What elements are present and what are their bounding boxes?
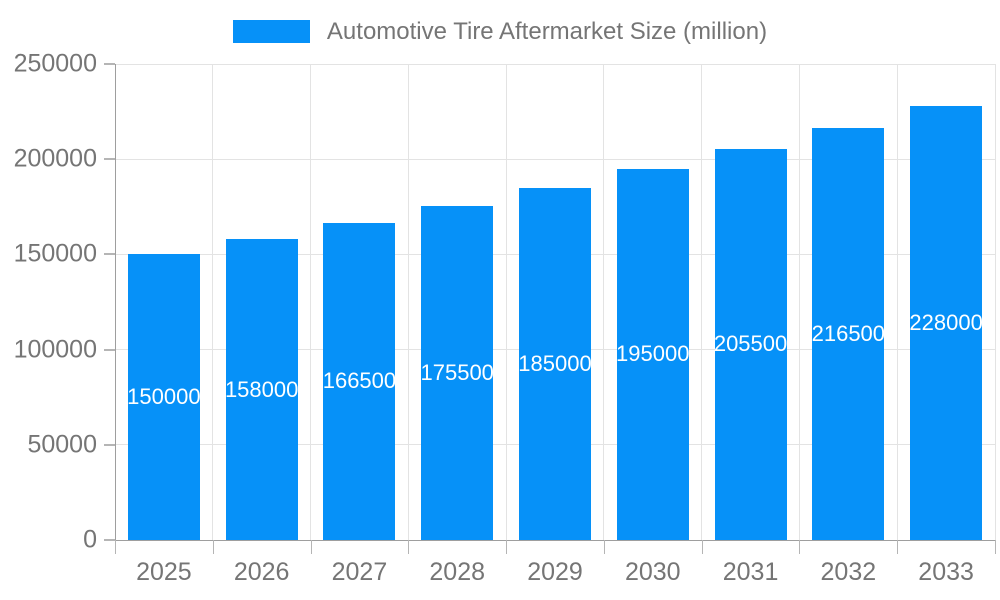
- bar-value-label: 228000: [909, 309, 983, 335]
- gridline-horizontal: [115, 158, 995, 160]
- y-axis-label: 50000: [27, 430, 97, 459]
- y-axis-tick: [104, 539, 115, 541]
- gridline-vertical: [407, 64, 409, 540]
- x-axis-label-2025: 2025: [136, 558, 192, 586]
- y-axis-label: 0: [83, 525, 97, 554]
- x-axis-label-2033: 2033: [918, 558, 974, 586]
- bar-2026[interactable]: 158000: [224, 239, 299, 540]
- bar-2027[interactable]: 166500: [322, 222, 397, 540]
- legend: Automotive Tire Aftermarket Size (millio…: [0, 18, 1000, 45]
- bar-2032[interactable]: 216500: [811, 127, 886, 540]
- bar-value-label: 166500: [322, 368, 397, 394]
- bar-value-label: 185000: [518, 350, 592, 376]
- bar-value-label: 150000: [127, 384, 201, 410]
- y-axis-label: 100000: [13, 335, 97, 364]
- plot-area: 150000 158000 166500 175500 185000 195000 2055…: [115, 63, 996, 540]
- x-axis-tick: [115, 540, 116, 554]
- gridline-vertical: [701, 64, 703, 540]
- y-axis-label: 150000: [13, 239, 97, 268]
- bar-2033[interactable]: 228000: [909, 105, 983, 540]
- bar-2031[interactable]: 205500: [713, 148, 788, 540]
- gridline-vertical: [798, 64, 800, 540]
- bar-value-label: 158000: [224, 376, 299, 402]
- x-axis-label-2032: 2032: [820, 558, 877, 586]
- y-axis-tick: [104, 158, 115, 161]
- x-axis-tick: [701, 540, 703, 554]
- bar-value-label: 205500: [713, 331, 788, 357]
- legend-swatch: [232, 20, 310, 43]
- gridline-vertical: [896, 64, 898, 540]
- y-axis-tick: [104, 253, 115, 256]
- x-axis-tick: [995, 540, 996, 554]
- x-axis-tick: [212, 540, 214, 554]
- bar-value-label: 195000: [616, 341, 690, 367]
- x-axis-label-2027: 2027: [331, 558, 388, 586]
- x-axis-label-2031: 2031: [722, 558, 779, 586]
- bar-value-label: 175500: [420, 359, 494, 385]
- x-axis-tick: [408, 540, 410, 554]
- x-axis-label-2028: 2028: [429, 558, 486, 586]
- x-axis-tick: [506, 540, 508, 554]
- gridline-horizontal: [115, 63, 995, 65]
- x-axis-label-2029: 2029: [527, 558, 583, 586]
- bar-2028[interactable]: 175500: [420, 205, 494, 540]
- y-axis-tick: [104, 443, 115, 446]
- y-axis-line: [115, 64, 116, 554]
- x-axis-tick: [897, 540, 899, 554]
- gridline-vertical: [994, 64, 996, 540]
- y-axis-label: 200000: [13, 144, 97, 173]
- x-axis-line: [115, 540, 996, 541]
- gridline-vertical: [603, 64, 605, 540]
- x-axis-tick: [603, 540, 605, 554]
- x-axis-tick: [310, 540, 312, 554]
- x-axis-tick: [799, 540, 801, 554]
- x-axis-label-2030: 2030: [624, 558, 681, 586]
- gridline-vertical: [310, 64, 312, 540]
- y-axis-tick: [104, 63, 115, 65]
- x-axis-label-2026: 2026: [233, 558, 290, 586]
- bar-2030[interactable]: 195000: [616, 168, 690, 540]
- bar-value-label: 216500: [811, 320, 886, 346]
- gridline-vertical: [212, 64, 214, 540]
- legend-label: Automotive Tire Aftermarket Size (millio…: [326, 18, 768, 45]
- y-axis-label: 250000: [13, 49, 97, 78]
- bar-2025[interactable]: 150000: [127, 254, 201, 540]
- gridline-vertical: [505, 64, 507, 540]
- y-axis-tick: [104, 348, 115, 351]
- bar-2029[interactable]: 185000: [518, 187, 592, 540]
